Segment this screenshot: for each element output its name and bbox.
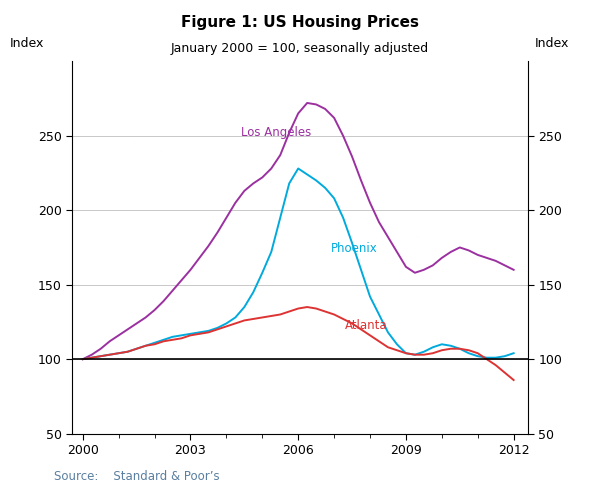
Text: Phoenix: Phoenix: [331, 242, 377, 255]
Text: January 2000 = 100, seasonally adjusted: January 2000 = 100, seasonally adjusted: [171, 42, 429, 55]
Text: Index: Index: [535, 37, 569, 50]
Text: Atlanta: Atlanta: [345, 319, 388, 332]
Text: Source:    Standard & Poor’s: Source: Standard & Poor’s: [54, 469, 220, 483]
Text: Figure 1: US Housing Prices: Figure 1: US Housing Prices: [181, 15, 419, 30]
Text: Los Angeles: Los Angeles: [241, 126, 311, 139]
Text: Index: Index: [10, 37, 44, 50]
